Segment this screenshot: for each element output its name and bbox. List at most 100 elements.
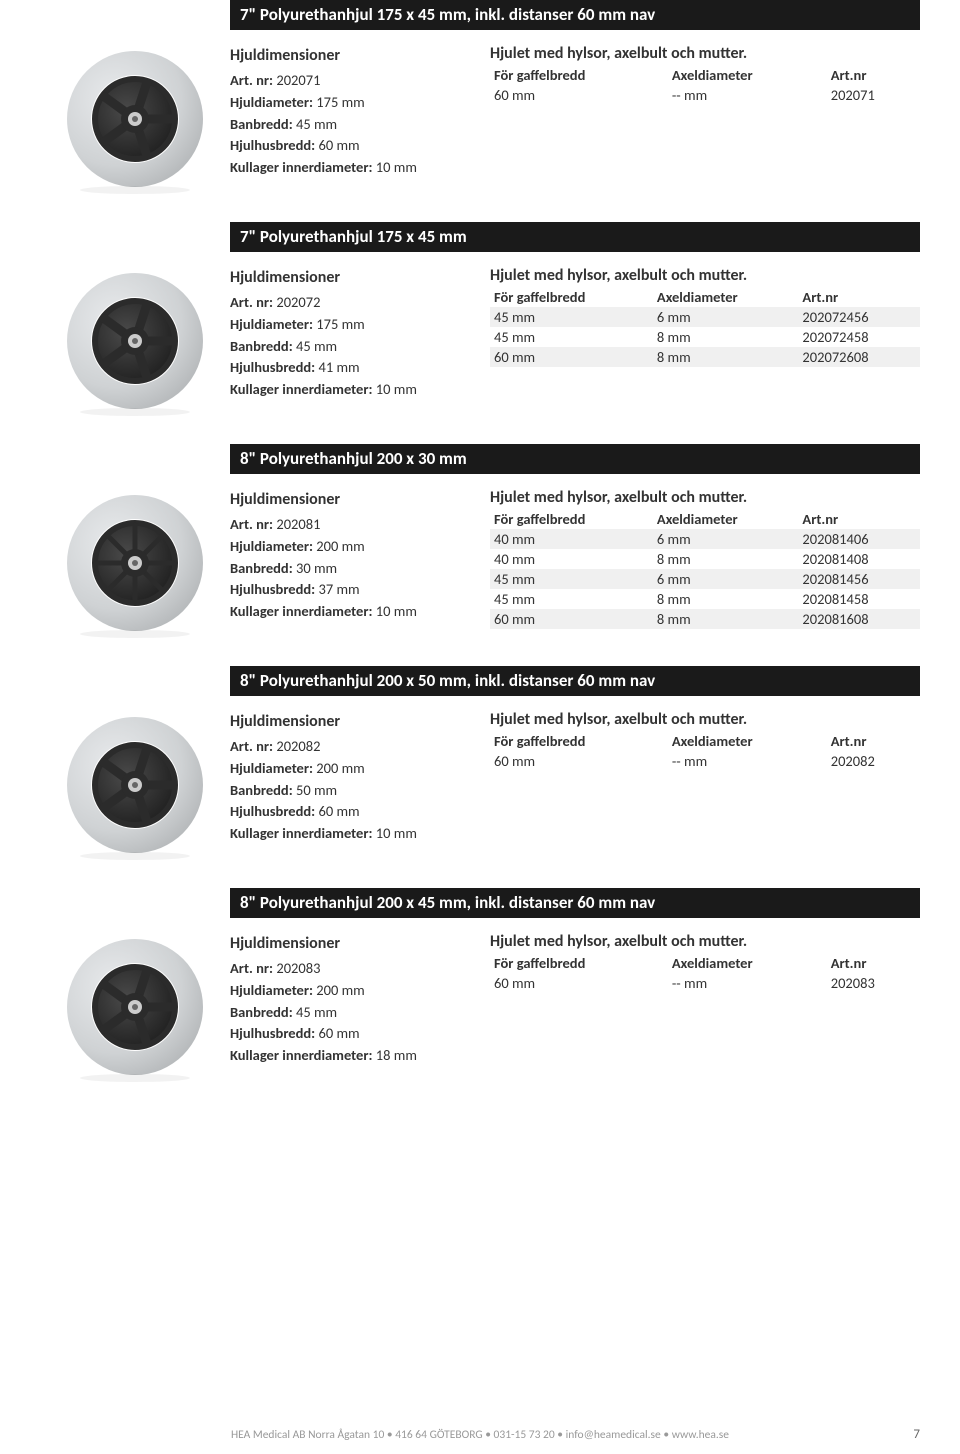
table-heading: Hjulet med hylsor, axelbult och mutter. — [490, 710, 920, 729]
spec-diameter: Hjuldiameter: 175 mm — [230, 92, 472, 114]
spec-banbredd: Banbredd: 30 mm — [230, 558, 472, 580]
cell-gaffelbredd: 60 mm — [490, 347, 653, 367]
cell-artnr: 202071 — [827, 85, 920, 105]
product-section: 7" Polyurethanhjul 175 x 45 mm, inkl. di… — [40, 0, 920, 194]
spec-kullager: Kullager innerdiameter: 18 mm — [230, 1045, 472, 1067]
product-title-bar: 7" Polyurethanhjul 175 x 45 mm, inkl. di… — [230, 0, 920, 30]
product-title-bar: 8" Polyurethanhjul 200 x 50 mm, inkl. di… — [230, 666, 920, 696]
spec-artnr: Art. nr: 202081 — [230, 514, 472, 536]
table-col: Hjulet med hylsor, axelbult och mutter. … — [490, 44, 920, 105]
cell-axeldiameter: 8 mm — [653, 549, 799, 569]
spec-diameter: Hjuldiameter: 200 mm — [230, 758, 472, 780]
cell-axeldiameter: -- mm — [668, 751, 827, 771]
variant-table: För gaffelbredd Axeldiameter Art.nr 40 m… — [490, 509, 920, 629]
spec-husbredd: Hjulhusbredd: 37 mm — [230, 579, 472, 601]
col-gaffelbredd: För gaffelbredd — [490, 731, 668, 751]
footer-text: HEA Medical AB Norra Ågatan 10 • 416 64 … — [231, 1428, 729, 1442]
dimensions-heading: Hjuldimensioner — [230, 488, 472, 512]
page-number: 7 — [913, 1427, 920, 1442]
spec-banbredd: Banbredd: 45 mm — [230, 1002, 472, 1024]
variant-table: För gaffelbredd Axeldiameter Art.nr 60 m… — [490, 65, 920, 105]
spec-banbredd: Banbredd: 45 mm — [230, 336, 472, 358]
col-axeldiameter: Axeldiameter — [668, 65, 827, 85]
col-artnr: Art.nr — [827, 953, 920, 973]
product-image-col — [40, 266, 230, 416]
specs-col: Hjuldimensioner Art. nr: 202082 Hjuldiam… — [230, 710, 490, 845]
product-image-col — [40, 44, 230, 194]
cell-artnr: 202072456 — [798, 307, 920, 327]
table-row: 45 mm 6 mm 202081456 — [490, 569, 920, 589]
spec-diameter: Hjuldiameter: 175 mm — [230, 314, 472, 336]
wheel-image — [60, 932, 210, 1082]
col-axeldiameter: Axeldiameter — [653, 509, 799, 529]
cell-gaffelbredd: 45 mm — [490, 589, 653, 609]
spec-husbredd: Hjulhusbredd: 41 mm — [230, 357, 472, 379]
product-body: Hjuldimensioner Art. nr: 202081 Hjuldiam… — [40, 474, 920, 638]
table-row: 40 mm 6 mm 202081406 — [490, 529, 920, 549]
spec-husbredd: Hjulhusbredd: 60 mm — [230, 801, 472, 823]
cell-gaffelbredd: 40 mm — [490, 549, 653, 569]
col-gaffelbredd: För gaffelbredd — [490, 509, 653, 529]
spec-diameter: Hjuldiameter: 200 mm — [230, 980, 472, 1002]
cell-gaffelbredd: 45 mm — [490, 307, 653, 327]
col-gaffelbredd: För gaffelbredd — [490, 953, 668, 973]
table-header-row: För gaffelbredd Axeldiameter Art.nr — [490, 65, 920, 85]
cell-axeldiameter: 8 mm — [653, 609, 799, 629]
table-row: 60 mm -- mm 202083 — [490, 973, 920, 993]
catalog-page: 7" Polyurethanhjul 175 x 45 mm, inkl. di… — [0, 0, 960, 1454]
table-header-row: För gaffelbredd Axeldiameter Art.nr — [490, 509, 920, 529]
wheel-image — [60, 44, 210, 194]
col-axeldiameter: Axeldiameter — [668, 731, 827, 751]
cell-axeldiameter: 6 mm — [653, 569, 799, 589]
product-image-col — [40, 932, 230, 1082]
product-image-col — [40, 488, 230, 638]
table-heading: Hjulet med hylsor, axelbult och mutter. — [490, 266, 920, 285]
product-title-bar: 7" Polyurethanhjul 175 x 45 mm — [230, 222, 920, 252]
table-heading: Hjulet med hylsor, axelbult och mutter. — [490, 44, 920, 63]
product-section: 8" Polyurethanhjul 200 x 50 mm, inkl. di… — [40, 666, 920, 860]
product-body: Hjuldimensioner Art. nr: 202083 Hjuldiam… — [40, 918, 920, 1082]
cell-gaffelbredd: 45 mm — [490, 569, 653, 589]
cell-axeldiameter: 8 mm — [653, 589, 799, 609]
cell-axeldiameter: -- mm — [668, 85, 827, 105]
product-section: 8" Polyurethanhjul 200 x 45 mm, inkl. di… — [40, 888, 920, 1082]
specs-col: Hjuldimensioner Art. nr: 202072 Hjuldiam… — [230, 266, 490, 401]
cell-gaffelbredd: 60 mm — [490, 973, 668, 993]
col-axeldiameter: Axeldiameter — [653, 287, 799, 307]
product-body: Hjuldimensioner Art. nr: 202082 Hjuldiam… — [40, 696, 920, 860]
table-row: 60 mm -- mm 202082 — [490, 751, 920, 771]
product-image-col — [40, 710, 230, 860]
table-heading: Hjulet med hylsor, axelbult och mutter. — [490, 488, 920, 507]
col-gaffelbredd: För gaffelbredd — [490, 65, 668, 85]
table-heading: Hjulet med hylsor, axelbult och mutter. — [490, 932, 920, 951]
cell-artnr: 202083 — [827, 973, 920, 993]
cell-axeldiameter: 6 mm — [653, 307, 799, 327]
cell-artnr: 202081608 — [798, 609, 920, 629]
table-header-row: För gaffelbredd Axeldiameter Art.nr — [490, 953, 920, 973]
dimensions-heading: Hjuldimensioner — [230, 932, 472, 956]
dimensions-heading: Hjuldimensioner — [230, 266, 472, 290]
col-artnr: Art.nr — [798, 509, 920, 529]
table-col: Hjulet med hylsor, axelbult och mutter. … — [490, 488, 920, 629]
product-title-bar: 8" Polyurethanhjul 200 x 30 mm — [230, 444, 920, 474]
cell-gaffelbredd: 60 mm — [490, 751, 668, 771]
table-header-row: För gaffelbredd Axeldiameter Art.nr — [490, 731, 920, 751]
page-footer: HEA Medical AB Norra Ågatan 10 • 416 64 … — [40, 1428, 920, 1442]
cell-artnr: 202081458 — [798, 589, 920, 609]
table-col: Hjulet med hylsor, axelbult och mutter. … — [490, 266, 920, 367]
cell-axeldiameter: 8 mm — [653, 347, 799, 367]
table-row: 60 mm 8 mm 202072608 — [490, 347, 920, 367]
spec-kullager: Kullager innerdiameter: 10 mm — [230, 601, 472, 623]
product-section: 7" Polyurethanhjul 175 x 45 mm Hjuldimen… — [40, 222, 920, 416]
product-body: Hjuldimensioner Art. nr: 202072 Hjuldiam… — [40, 252, 920, 416]
cell-artnr: 202081406 — [798, 529, 920, 549]
cell-axeldiameter: -- mm — [668, 973, 827, 993]
variant-table: För gaffelbredd Axeldiameter Art.nr 45 m… — [490, 287, 920, 367]
spec-husbredd: Hjulhusbredd: 60 mm — [230, 135, 472, 157]
wheel-image — [60, 266, 210, 416]
spec-kullager: Kullager innerdiameter: 10 mm — [230, 379, 472, 401]
table-header-row: För gaffelbredd Axeldiameter Art.nr — [490, 287, 920, 307]
table-row: 40 mm 8 mm 202081408 — [490, 549, 920, 569]
dimensions-heading: Hjuldimensioner — [230, 44, 472, 68]
cell-artnr: 202081456 — [798, 569, 920, 589]
